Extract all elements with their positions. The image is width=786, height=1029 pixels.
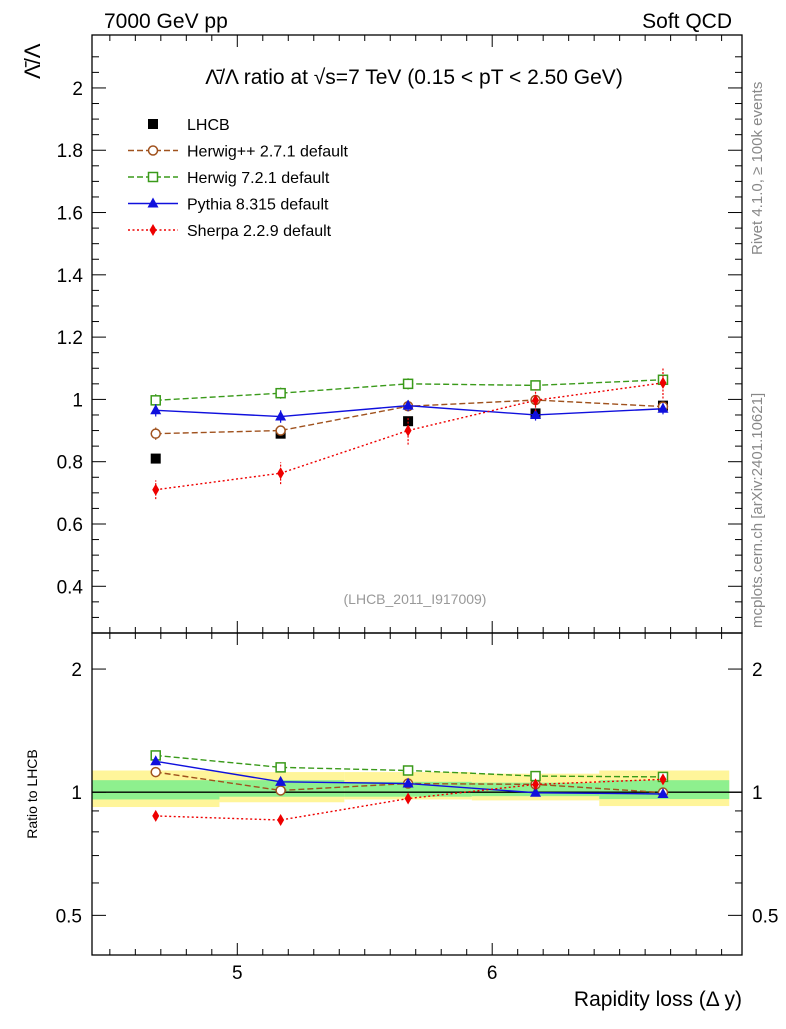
data-point: [530, 408, 542, 419]
series-sherpa-2-2-9-default: [152, 367, 667, 500]
y-axis-label: Λ̄/Λ: [20, 43, 45, 79]
data-point: [150, 428, 161, 439]
y-tick-label: 1.2: [57, 328, 83, 349]
y-tick-label: 2: [72, 79, 83, 100]
data-point: [657, 402, 669, 413]
series-line: [155, 382, 664, 491]
plot-frame: [91, 632, 743, 956]
uncertainty-band-green: [92, 780, 220, 800]
mcplots-source-note: mcplots.cern.ch [arXiv:2401.10621]: [749, 393, 766, 628]
data-point: [659, 376, 667, 389]
main-panel: 0.4 0.6 0.8 1 1.2 1.4 1.6 1.8 2 Λ̄/Λ Λ̄/Λ ratio at…: [20, 34, 743, 634]
legend-marker: [148, 119, 158, 129]
ratio-data-point: [150, 766, 161, 778]
ratio-series-pythia-8-315-default: [150, 755, 669, 798]
ratio-data-point: [530, 786, 542, 797]
ratio-data-point: [275, 775, 287, 786]
x-axis-label: Rapidity loss (Δ y): [574, 988, 742, 1011]
ratio-series-line: [155, 778, 664, 821]
y-tick-label: 0.4: [57, 577, 84, 598]
y-tick-label-left: 0.5: [56, 906, 82, 927]
legend-marker: [147, 171, 159, 183]
ratio-data-point: [402, 765, 414, 776]
data-point: [150, 395, 161, 406]
y-tick-label-left: 2: [71, 660, 82, 681]
legend-label: Herwig++ 2.7.1 default: [187, 144, 349, 161]
chart-title: Λ̄/Λ ratio at √s=7 TeV (0.15 < pT < 2.50…: [205, 66, 623, 89]
ratio-data-point: [152, 809, 160, 822]
data-point: [402, 399, 414, 410]
x-tick-label: 6: [487, 963, 498, 984]
ratio-data-point: [659, 773, 667, 786]
y-tick-label: 1: [72, 390, 83, 411]
series-pythia-8-315-default: [150, 399, 669, 423]
ratio-series-sherpa-2-2-9-default: [152, 773, 667, 827]
ratio-data-point: [275, 762, 286, 773]
data-point: [275, 425, 286, 436]
ratio-data-point: [402, 777, 414, 788]
x-tick-label: 5: [232, 963, 243, 984]
rivet-version-note: Rivet 4.1.0, ≥ 100k events: [749, 82, 766, 255]
legend-label: Sherpa 2.2.9 default: [187, 223, 332, 240]
data-point: [152, 483, 160, 496]
y-tick-label-right: 1: [752, 783, 763, 804]
legend-label: LHCB: [187, 117, 230, 134]
legend-label: Herwig 7.2.1 default: [187, 170, 330, 187]
data-point: [532, 394, 540, 407]
data-point: [150, 453, 161, 464]
legend-marker: [147, 197, 159, 208]
y-tick-label-right: 2: [752, 660, 763, 681]
y-tick-label-right: 0.5: [752, 906, 778, 927]
ratio-data-point: [277, 814, 285, 827]
legend-label: Pythia 8.315 default: [187, 197, 329, 214]
header-left-label: 7000 GeV pp: [104, 10, 228, 33]
ratio-data-point: [657, 787, 669, 798]
header-right-label: Soft QCD: [642, 10, 732, 33]
y-tick-label: 1.4: [57, 266, 84, 287]
ratio-panel: 0.5 0.5 1 1 2 2 5 6 Ratio to LHCB Rapidity loss (…: [24, 632, 778, 1011]
data-point: [150, 404, 162, 415]
ratio-data-point: [404, 792, 412, 805]
data-point: [275, 410, 287, 421]
data-point: [403, 416, 414, 427]
data-point: [530, 380, 541, 391]
data-point: [402, 378, 414, 390]
legend-marker: [149, 224, 157, 236]
ratio-data-point: [275, 785, 286, 796]
analysis-watermark: (LHCB_2011_I917009): [344, 591, 487, 607]
y-tick-label: 0.8: [57, 453, 83, 474]
ratio-data-point: [532, 778, 540, 791]
data-point: [404, 424, 412, 437]
legend: LHCB Herwig++ 2.7.1 default Herwig 7.2.1 d…: [128, 117, 349, 240]
y-tick-label: 0.6: [57, 515, 83, 536]
legend-marker: [147, 145, 159, 156]
ratio-data-point: [150, 755, 162, 766]
data-point: [275, 387, 286, 399]
data-point: [277, 467, 285, 480]
y-tick-label: 1.8: [57, 141, 83, 162]
y-tick-label: 1.6: [57, 204, 83, 225]
y-tick-label-left: 1: [71, 783, 82, 804]
ratio-y-axis-label: Ratio to LHCB: [24, 749, 40, 838]
